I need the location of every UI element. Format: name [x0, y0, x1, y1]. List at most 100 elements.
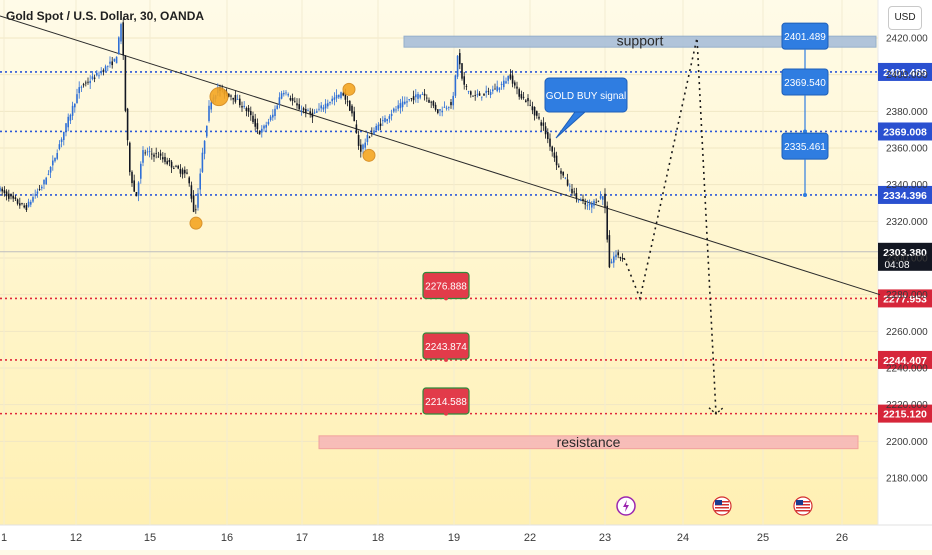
candle-body: [36, 191, 39, 194]
candle-body: [525, 100, 527, 103]
projection-layer: [623, 37, 724, 415]
candle-body: [397, 105, 399, 109]
y-tick-label: 2340.000: [886, 180, 928, 191]
projection-arrowhead: [708, 407, 724, 415]
candle-body: [230, 95, 232, 97]
target-box-label: 2369.540: [784, 78, 826, 89]
level-price-tag: [878, 122, 932, 141]
candle-body: [331, 98, 333, 102]
price-axis: 2180.000 2200.000 2220.000 2240.000 2260.000…: [886, 34, 928, 485]
candle-body: [58, 144, 61, 149]
candle-body: [280, 93, 283, 99]
candle-body: [175, 165, 177, 167]
candle-body: [406, 101, 408, 103]
candle-body: [142, 150, 144, 163]
candle-body: [166, 161, 168, 164]
candle-body: [421, 94, 424, 96]
candle-body: [228, 93, 230, 97]
target-box-label: 2214.588: [425, 397, 467, 408]
candle-body: [140, 163, 142, 179]
level-price-label: 2215.120: [883, 409, 927, 421]
candle-body: [573, 191, 575, 193]
y-tick-label: 2220.000: [886, 400, 928, 411]
flag-stripe: [715, 510, 729, 512]
level-price-tag: [878, 404, 932, 423]
candle-body: [610, 261, 613, 264]
candle-body: [371, 133, 373, 134]
candle-body: [441, 110, 443, 113]
candle-body: [173, 168, 175, 169]
candle-body: [148, 151, 151, 153]
target-box-blue: [781, 22, 829, 50]
level-lines-layer: 2401.489 2369.008 2334.396 2277.953 2244.407…: [0, 62, 932, 423]
candle-body: [597, 200, 600, 202]
candle-body: [245, 108, 248, 112]
candle-body: [621, 258, 624, 259]
candle-body: [463, 76, 465, 85]
level-price-tag: [878, 350, 932, 369]
candle-body: [430, 101, 432, 103]
candle-body: [511, 75, 514, 84]
candle-body: [478, 93, 481, 96]
candle-body: [104, 66, 107, 72]
candle-body: [362, 144, 364, 150]
x-tick-label: 17: [296, 532, 308, 544]
level-price-label: 2244.407: [883, 355, 927, 367]
candle-body: [465, 86, 468, 87]
candle-body: [236, 99, 239, 100]
candle-body: [278, 97, 281, 105]
candle-body: [146, 151, 149, 153]
candle-body: [529, 104, 531, 106]
candle-body: [498, 87, 501, 90]
candle-body: [476, 94, 479, 96]
candle-body: [243, 105, 245, 108]
candle-body: [412, 96, 415, 101]
candle-body: [87, 81, 89, 83]
candle-body: [85, 82, 87, 84]
y-tick-label: 2320.000: [886, 217, 928, 228]
candle-body: [580, 200, 582, 202]
candle-body: [489, 92, 492, 96]
candle-body: [608, 235, 611, 268]
event-icons-layer: [616, 496, 813, 516]
candle-body: [192, 195, 195, 212]
x-tick-label: 1: [1, 532, 7, 544]
x-tick-label: 18: [372, 532, 384, 544]
candle-body: [481, 96, 483, 98]
candle-body: [82, 84, 85, 86]
candle-body: [459, 53, 461, 65]
candle-body: [509, 74, 512, 79]
candle-body: [91, 76, 94, 80]
candle-body: [544, 126, 547, 135]
candle-body: [395, 109, 397, 111]
candle-body: [448, 107, 450, 108]
level-price-label: 2334.396: [883, 190, 927, 202]
resistance-label: resistance: [557, 434, 621, 450]
candle-body: [3, 190, 6, 193]
candle-body: [505, 81, 507, 84]
candle-body: [322, 107, 325, 110]
x-tick-label: 23: [599, 532, 611, 544]
candle-body: [109, 61, 111, 64]
candle-body: [10, 194, 12, 197]
candle-body: [452, 95, 454, 106]
candle-body: [168, 160, 171, 163]
candle-body: [162, 157, 164, 160]
candle-body: [179, 168, 182, 174]
x-tick-label: 26: [836, 532, 848, 544]
swing-marker: [209, 87, 229, 107]
candle-body: [342, 93, 344, 96]
currency-button[interactable]: USD: [888, 6, 922, 30]
candle-body: [201, 152, 204, 172]
candle-body: [393, 108, 395, 112]
candle-body: [472, 95, 474, 97]
x-tick-label: 12: [70, 532, 82, 544]
level-price-tag: [878, 185, 932, 204]
level-price-label: 2401.489: [883, 67, 927, 79]
candle-body: [252, 115, 254, 123]
candle-body: [531, 106, 534, 111]
candle-body: [514, 82, 516, 86]
candle-body: [500, 83, 503, 85]
chart-title: Gold Spot / U.S. Dollar, 30, OANDA: [6, 9, 205, 23]
candle-body: [309, 111, 311, 114]
